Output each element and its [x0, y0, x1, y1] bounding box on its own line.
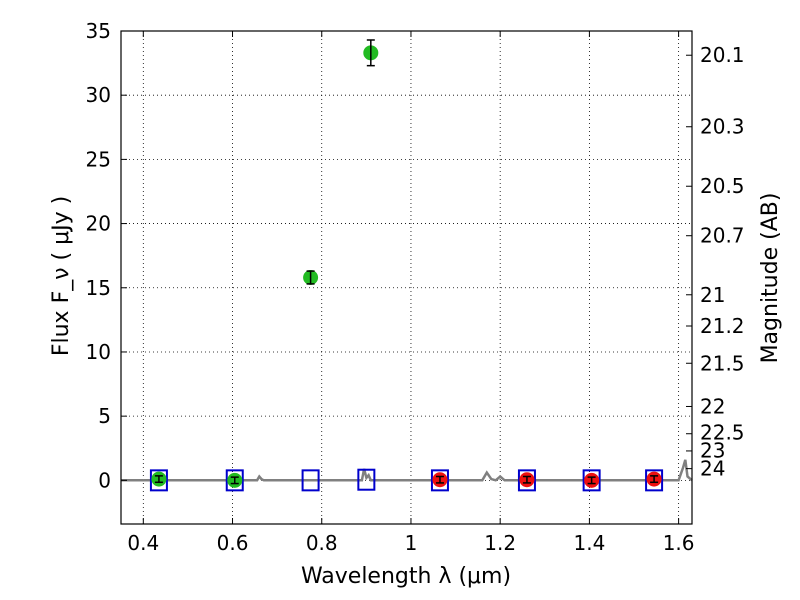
model-square-marker [582, 469, 601, 492]
x-tick-label: 0.8 [306, 531, 338, 555]
x-tick-label: 1.6 [663, 531, 695, 555]
model-square-marker [517, 469, 536, 492]
x-tick-label: 0.6 [217, 531, 249, 555]
model-square-marker [149, 469, 168, 492]
right-axis-label: Magnitude (AB) [758, 193, 783, 364]
model-spectrum-line [121, 459, 693, 482]
model-square-marker [357, 468, 376, 491]
y-tick-label: 25 [86, 147, 111, 171]
model-square-marker [225, 469, 244, 492]
model-square-marker [301, 469, 320, 492]
magnitude-tick-label: 20.5 [700, 174, 745, 198]
y-axis-label: Flux F_ν ( μJy ) [49, 196, 74, 356]
x-tick-label: 1.4 [573, 531, 605, 555]
x-tick-label: 0.4 [127, 531, 159, 555]
magnitude-tick-label: 20.3 [700, 115, 745, 139]
y-tick-label: 10 [86, 340, 111, 364]
magnitude-tick-label: 21 [700, 283, 725, 307]
y-tick-label: 0 [98, 468, 111, 492]
grid-lines [121, 30, 692, 524]
y-tick-label: 35 [86, 19, 111, 43]
magnitude-tick-label: 23 [700, 439, 725, 463]
x-tick-label: 1 [405, 531, 418, 555]
model-spectrum-layer [121, 459, 693, 482]
magnitude-tick-label: 22.5 [700, 421, 745, 445]
y-tick-label: 5 [98, 404, 111, 428]
magnitude-tick-label: 21.2 [700, 314, 745, 338]
magnitude-tick-label: 24 [700, 457, 725, 481]
model-square-marker [645, 469, 664, 492]
magnitude-tick-label: 22 [700, 394, 725, 418]
model-square-marker [430, 469, 449, 492]
y-tick-label: 15 [86, 276, 111, 300]
magnitude-tick-label: 21.5 [700, 351, 745, 375]
y-tick-label: 20 [86, 212, 111, 236]
data-points-layer [149, 39, 664, 492]
magnitude-tick-label: 20.1 [700, 43, 745, 67]
x-tick-label: 1.2 [484, 531, 516, 555]
y-tick-label: 30 [86, 83, 111, 107]
tick-labels-layer: 0.4 0.6 0.8 1 1.2 1.4 1.6 0 5 10 15 20 25 30 35 20.1 20.… [86, 19, 745, 555]
magnitude-tick-label: 20.7 [700, 224, 745, 248]
plot-frame [120, 30, 693, 525]
x-axis-label: Wavelength λ (μm) [301, 564, 511, 589]
axes-layer [120, 30, 693, 525]
